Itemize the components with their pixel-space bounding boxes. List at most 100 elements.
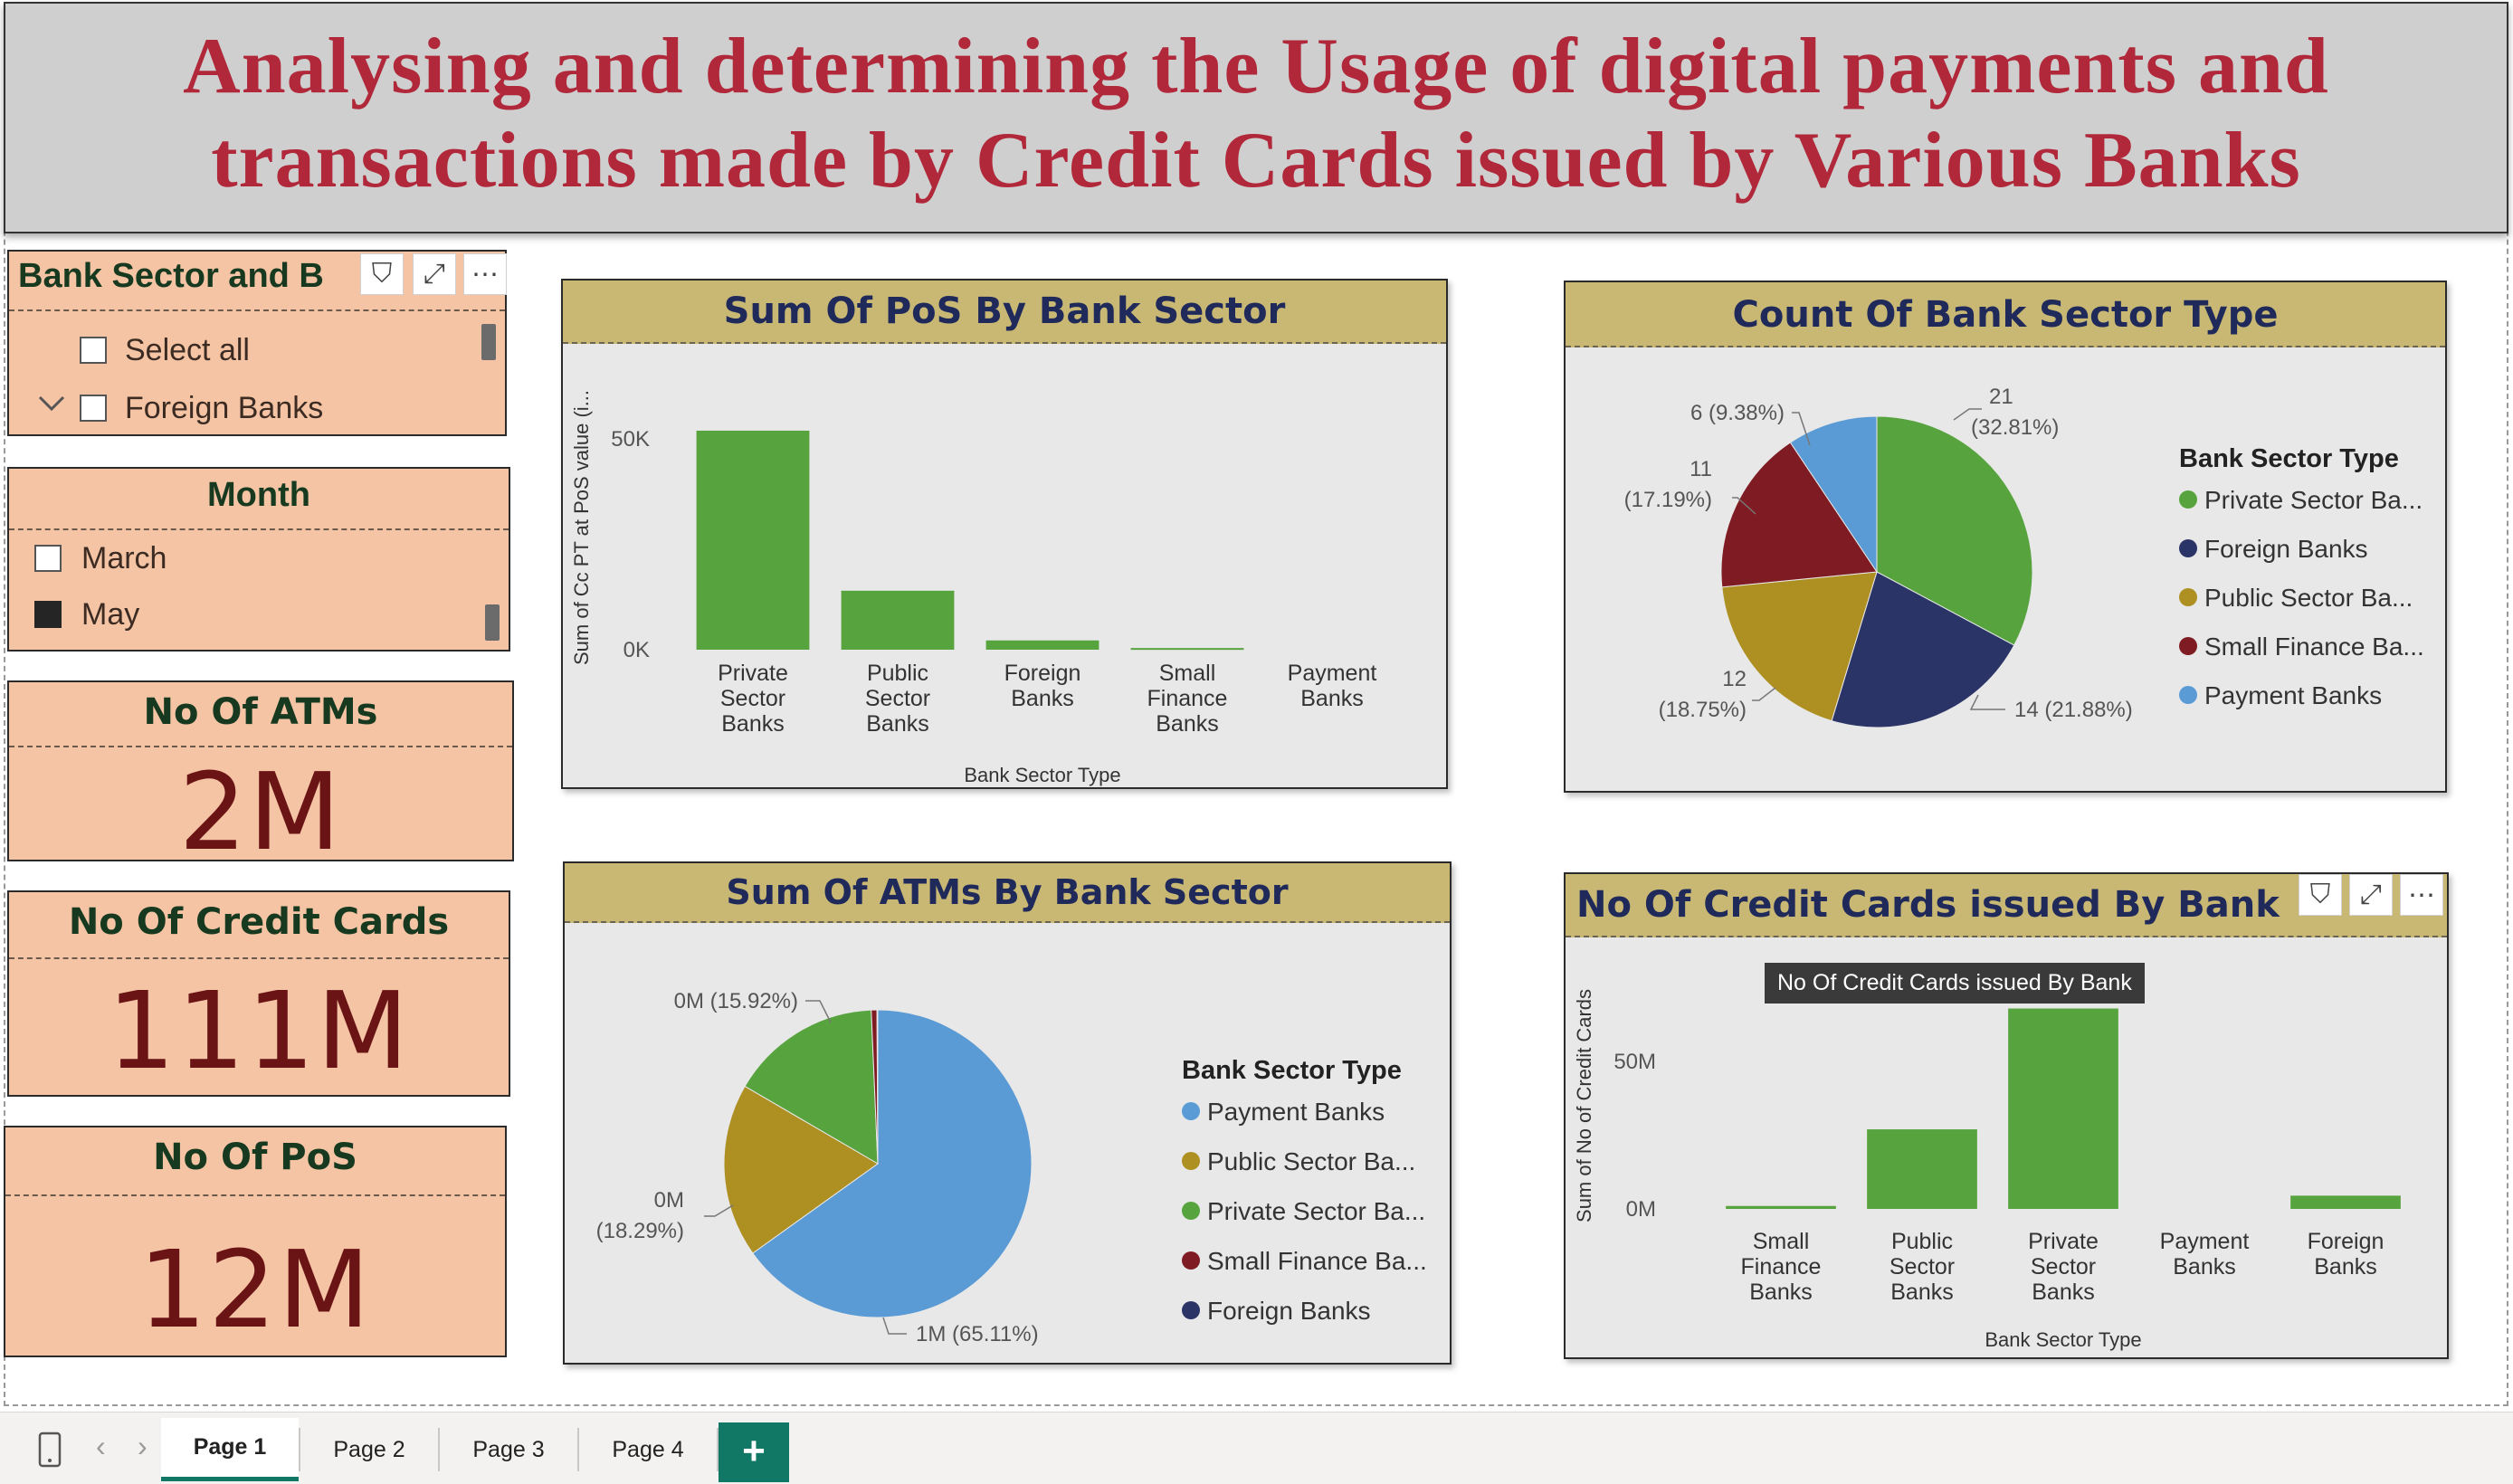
cc-focus-mode-icon[interactable]: ⤢	[2349, 874, 2393, 916]
more-options-icon[interactable]: ⋯	[463, 253, 507, 295]
x-tick-label: Banks	[1156, 711, 1218, 737]
credit-cards-bar-chart: Sum of No of Credit Cards 50M 0M SmallFinan…	[1573, 989, 2401, 1351]
bar	[2290, 1195, 2401, 1209]
credit-cards-tooltip: No Of Credit Cards issued By Bank	[1765, 963, 2145, 1004]
pie-slice	[1720, 442, 1878, 588]
x-tick-label: Banks	[1749, 1279, 1812, 1305]
card-no-of-pos: No Of PoS 12M	[4, 1126, 507, 1357]
tab-separator	[299, 1428, 300, 1471]
data-label: 14 (21.88%)	[2014, 698, 2133, 722]
x-tick-label: Payment	[2160, 1229, 2250, 1254]
x-tick-label: Banks	[1300, 686, 1363, 711]
data-label: (17.19%)	[1624, 488, 1712, 512]
card-pos-divider	[5, 1194, 505, 1196]
x-tick-label: Sector	[720, 686, 785, 711]
cc-more-options-icon[interactable]: ⋯	[2400, 874, 2443, 916]
march-label[interactable]: March	[81, 541, 167, 576]
x-tick-label: Public	[867, 661, 928, 686]
x-tick-label: Small	[1753, 1229, 1810, 1254]
legend-marker	[1182, 1202, 1200, 1220]
legend-item: Foreign Banks	[1207, 1297, 1371, 1325]
leader-line	[1792, 412, 1811, 446]
next-page-icon[interactable]: ›	[138, 1430, 148, 1462]
tab-page-2[interactable]: Page 2	[333, 1436, 405, 1462]
focus-mode-icon[interactable]: ⤢	[413, 253, 456, 295]
expand-chevron-icon[interactable]	[36, 387, 67, 418]
data-label: 11	[1690, 457, 1712, 481]
legend-marker	[2179, 539, 2197, 557]
report-title: Analysing and determining the Usage of d…	[5, 20, 2507, 208]
add-page-button[interactable]: +	[719, 1422, 789, 1482]
bank-slicer-scrollbar[interactable]	[481, 324, 496, 360]
card-atms-divider	[9, 746, 512, 747]
card-credit-cards-value: 111M	[107, 968, 411, 1093]
page-tab-bar	[0, 1412, 2513, 1484]
data-label: 21	[1989, 385, 2013, 409]
count-pie-chart-panel[interactable]: Count Of Bank Sector Type Bank Sector Ty…	[1564, 281, 2447, 793]
credit-cards-bar-chart-panel[interactable]: No Of Credit Cards issued By Bank Sum of…	[1564, 872, 2449, 1359]
leader-line	[805, 1000, 832, 1023]
legend-item: Small Finance Ba...	[1207, 1247, 1427, 1275]
mobile-layout-icon[interactable]	[34, 1430, 67, 1471]
y-tick-label: 50K	[611, 427, 650, 452]
foreign-banks-label[interactable]: Foreign Banks	[125, 391, 324, 425]
bar	[2008, 1008, 2118, 1209]
legend-marker	[2179, 588, 2197, 606]
data-label: 0M (15.92%)	[674, 989, 798, 1013]
foreign-banks-checkbox[interactable]	[80, 395, 107, 422]
may-checkbox[interactable]	[34, 601, 62, 628]
data-label: 0M	[654, 1188, 684, 1213]
leader-line	[1969, 694, 2005, 710]
tab-page-1[interactable]: Page 1	[161, 1418, 299, 1481]
x-tick-label: Public	[1891, 1229, 1953, 1254]
chevron-down-icon	[38, 395, 65, 412]
pos-bar-chart: Sum of Cc PT at PoS value (i... 50K 0K Priv…	[570, 390, 1376, 786]
prev-page-icon[interactable]: ‹	[96, 1430, 106, 1462]
legend-marker	[2179, 490, 2197, 509]
x-tick-label: Banks	[721, 711, 784, 737]
legend-marker	[2179, 686, 2197, 704]
march-checkbox[interactable]	[34, 545, 62, 572]
x-tick-label: Foreign	[2308, 1229, 2384, 1254]
legend-item: Payment Banks	[1207, 1098, 1385, 1126]
leader-line	[704, 1204, 734, 1217]
pie-slice	[744, 1009, 879, 1165]
month-slicer-header: Month	[207, 476, 310, 514]
tab-separator	[717, 1428, 719, 1471]
filter-icon[interactable]: ⛉	[360, 253, 404, 295]
pie-slice	[1789, 415, 1878, 574]
month-slicer[interactable]: Month March May	[7, 467, 510, 652]
legend-item: Private Sector Ba...	[2204, 486, 2423, 514]
legend-item: Foreign Banks	[2204, 535, 2368, 563]
pie-slice	[876, 1009, 879, 1165]
card-atms-label: No Of ATMs	[143, 691, 378, 733]
cc-filter-icon[interactable]: ⛉	[2299, 874, 2342, 916]
legend-marker	[1182, 1102, 1200, 1120]
tab-page-3[interactable]: Page 3	[472, 1436, 545, 1462]
x-tick-label: Private	[718, 661, 788, 686]
leader-line	[1732, 497, 1756, 515]
card-credit-cards-label: No Of Credit Cards	[68, 901, 450, 943]
pie-slice	[1721, 571, 1878, 722]
bar	[1867, 1129, 1977, 1209]
may-label[interactable]: May	[81, 597, 140, 632]
legend-marker	[2179, 637, 2197, 655]
select-all-checkbox[interactable]	[80, 337, 107, 364]
x-axis-label: Bank Sector Type	[1985, 1328, 2141, 1351]
y-tick-label: 0M	[1626, 1197, 1656, 1222]
atms-pie-chart-panel[interactable]: Sum Of ATMs By Bank Sector Bank Sector T…	[563, 861, 1452, 1365]
card-no-of-atms: No Of ATMs 2M	[7, 680, 514, 874]
card-credit-cards-divider	[9, 957, 509, 959]
bar	[841, 590, 955, 650]
bank-slicer-divider	[9, 309, 505, 311]
tab-page-4[interactable]: Page 4	[612, 1436, 684, 1462]
month-slicer-scrollbar[interactable]	[485, 604, 500, 641]
pos-bar-chart-panel[interactable]: Sum Of PoS By Bank Sector Sum of Cc PT a…	[561, 279, 1448, 789]
title-banner: Analysing and determining the Usage of d…	[4, 2, 2508, 233]
data-label: (18.29%)	[596, 1219, 684, 1243]
tab-separator	[577, 1428, 579, 1471]
x-tick-label: Foreign	[1004, 661, 1081, 686]
data-label: 6 (9.38%)	[1690, 401, 1785, 425]
legend-title: Bank Sector Type	[2179, 444, 2399, 473]
select-all-label[interactable]: Select all	[125, 333, 250, 367]
